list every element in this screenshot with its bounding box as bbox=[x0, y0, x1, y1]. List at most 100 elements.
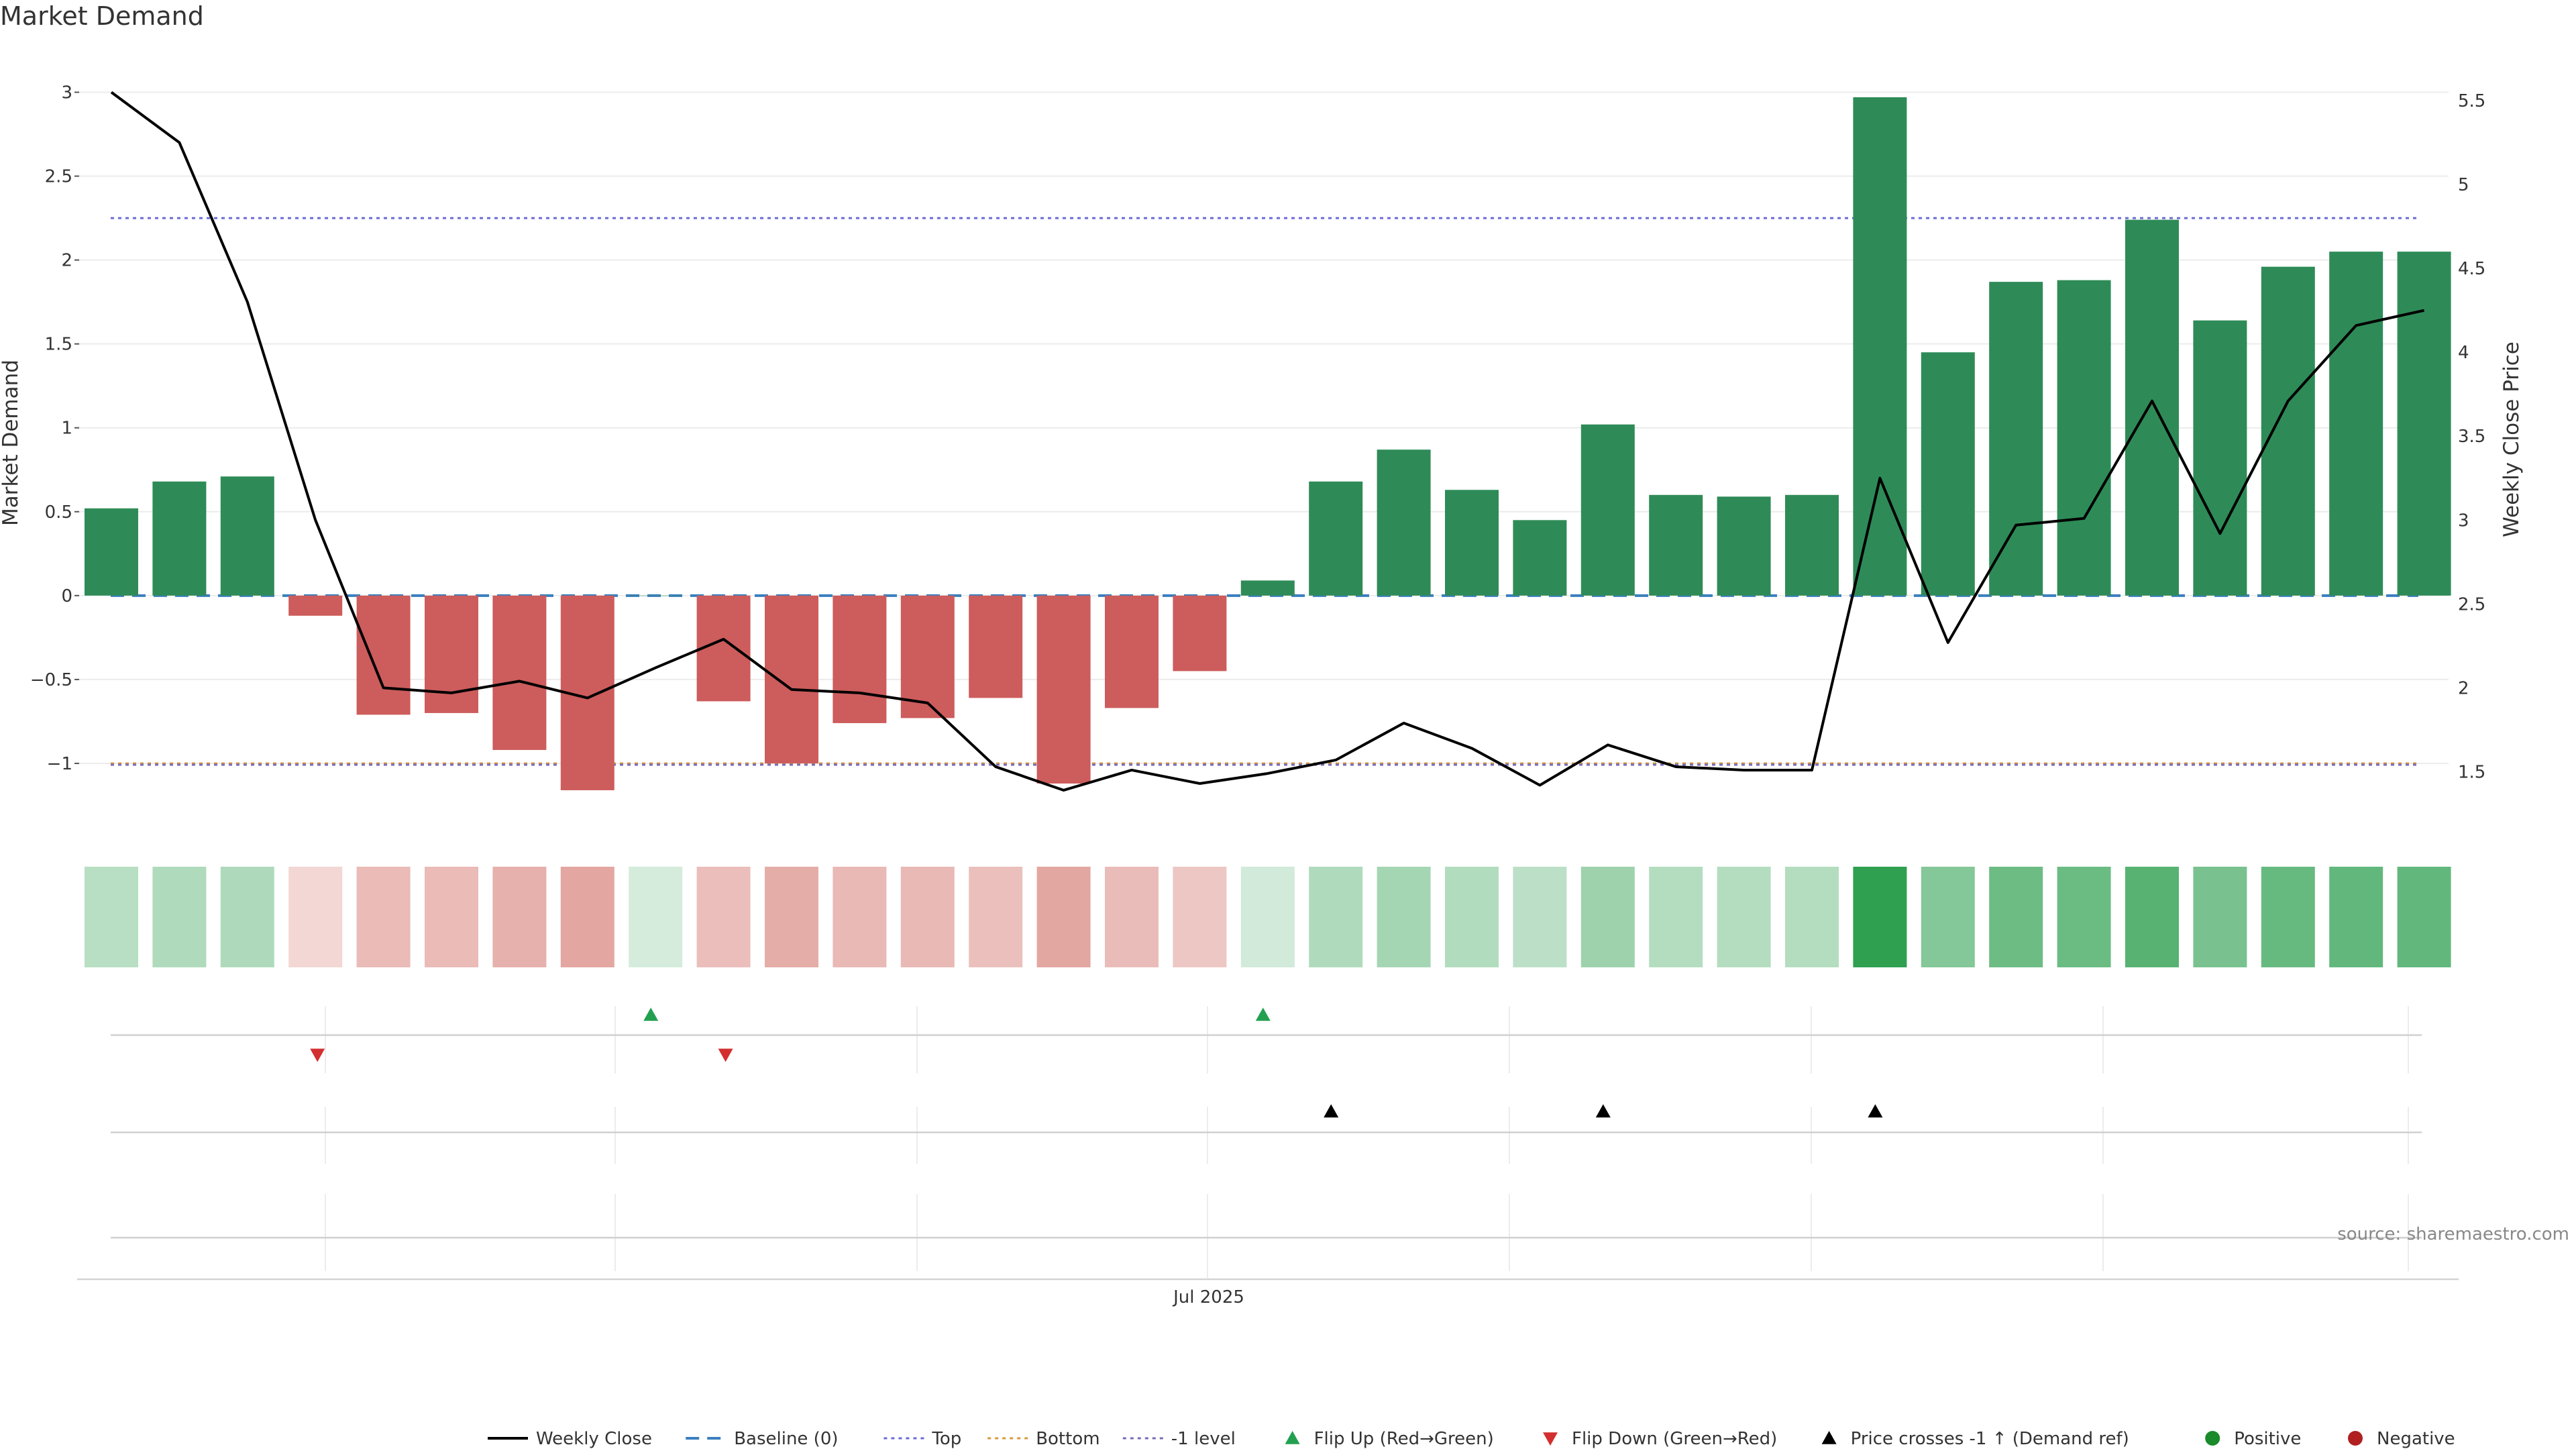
strip-cell bbox=[2057, 867, 2111, 967]
strip-cell bbox=[152, 867, 207, 967]
strip-cell bbox=[2329, 867, 2383, 967]
demand-bar bbox=[1649, 494, 1703, 596]
legend-label: Bottom bbox=[1036, 1429, 1099, 1449]
strip-cell bbox=[1309, 867, 1363, 967]
strip-cell bbox=[356, 867, 411, 967]
price-cross-marker bbox=[1595, 1104, 1611, 1118]
flip-up-marker bbox=[1255, 1008, 1271, 1021]
y2-tick-label: 1.5 bbox=[2458, 762, 2485, 782]
strip-cell bbox=[629, 867, 683, 967]
y2-tick-label: 5.5 bbox=[2458, 91, 2485, 111]
demand-bar bbox=[1921, 352, 1975, 596]
y2-tick-label: 5 bbox=[2458, 175, 2469, 195]
demand-bars bbox=[85, 97, 2451, 790]
y2-tick-label: 3.5 bbox=[2458, 427, 2485, 447]
strip-cell bbox=[1377, 867, 1431, 967]
event-panels bbox=[77, 1006, 2459, 1281]
demand-bar bbox=[1513, 520, 1567, 596]
strip-cell bbox=[85, 867, 138, 967]
strip-cell bbox=[1445, 867, 1499, 967]
legend-negative-swatch bbox=[2348, 1431, 2363, 1446]
legend: Weekly Close Baseline (0) Top Bottom -1 leve… bbox=[488, 1429, 2455, 1449]
legend-flip-up-swatch bbox=[1285, 1431, 1300, 1444]
demand-bar bbox=[2397, 252, 2451, 596]
strip-cell bbox=[288, 867, 343, 967]
y-tick-label: 2 bbox=[61, 251, 72, 271]
y2-axis-title: Weekly Close Price bbox=[2500, 341, 2524, 537]
demand-bar bbox=[969, 595, 1023, 698]
demand-bar bbox=[1580, 424, 1635, 596]
demand-bar bbox=[2193, 320, 2247, 596]
legend-label: Flip Up (Red→Green) bbox=[1314, 1429, 1494, 1449]
strip-cell bbox=[1921, 867, 1975, 967]
event-markers bbox=[310, 1008, 1883, 1118]
demand-bar bbox=[1717, 496, 1771, 596]
flip-down-marker bbox=[718, 1049, 733, 1062]
y2-tick-label: 2 bbox=[2458, 678, 2469, 698]
legend-label: Weekly Close bbox=[536, 1429, 652, 1449]
legend-label: Baseline (0) bbox=[734, 1429, 838, 1449]
demand-bar bbox=[492, 595, 547, 750]
y2-tick-label: 4.5 bbox=[2458, 259, 2485, 279]
strip-cell bbox=[969, 867, 1023, 967]
demand-bar bbox=[833, 595, 887, 723]
demand-bar bbox=[1173, 595, 1227, 672]
strip-cell bbox=[765, 867, 818, 967]
strip-cell bbox=[2193, 867, 2247, 967]
chart-title: Market Demand bbox=[0, 1, 204, 31]
strip-cell bbox=[1580, 867, 1635, 967]
strip-cell bbox=[1173, 867, 1227, 967]
demand-bar bbox=[356, 595, 411, 715]
left-axis-ticks: −1 −0.5 0 0.5 1 1.5 2 2.5 3 bbox=[30, 83, 79, 774]
weekly-close-line bbox=[110, 91, 2425, 792]
strip-cell bbox=[425, 867, 478, 967]
y-tick-label: 0.5 bbox=[45, 502, 72, 523]
demand-bar bbox=[765, 595, 818, 763]
demand-bar bbox=[220, 476, 274, 596]
y2-tick-label: 2.5 bbox=[2458, 594, 2485, 614]
demand-bar bbox=[1105, 595, 1159, 708]
demand-bar bbox=[152, 481, 207, 596]
legend-label: Flip Down (Green→Red) bbox=[1572, 1429, 1777, 1449]
y-tick-label: 1 bbox=[61, 419, 72, 439]
price-cross-marker bbox=[1324, 1104, 1339, 1118]
legend-label: Negative bbox=[2377, 1429, 2455, 1449]
strip-cell bbox=[1240, 867, 1295, 967]
y2-tick-label: 4 bbox=[2458, 343, 2469, 363]
strip-cell bbox=[2261, 867, 2315, 967]
y-tick-label: 2.5 bbox=[45, 167, 72, 187]
price-cross-marker bbox=[1868, 1104, 1883, 1118]
legend-label: Top bbox=[931, 1429, 961, 1449]
demand-bar bbox=[2057, 280, 2111, 596]
strip-cell bbox=[560, 867, 614, 967]
demand-heat-strip bbox=[85, 867, 2451, 967]
y-tick-label: 1.5 bbox=[45, 335, 72, 355]
strip-cell bbox=[1649, 867, 1703, 967]
source-note: source: sharemaestro.com bbox=[2337, 1224, 2569, 1244]
right-axis-ticks: 1.5 2 2.5 3 3.5 4 4.5 5 5.5 bbox=[2458, 91, 2485, 782]
legend-label: Positive bbox=[2234, 1429, 2301, 1449]
y-tick-label: 3 bbox=[61, 83, 72, 103]
demand-bar bbox=[85, 508, 138, 596]
legend-label: Price crosses -1 ↑ (Demand ref) bbox=[1851, 1429, 2129, 1449]
strip-cell bbox=[2397, 867, 2451, 967]
strip-cell bbox=[1717, 867, 1771, 967]
strip-cell bbox=[1036, 867, 1091, 967]
y2-tick-label: 3 bbox=[2458, 511, 2469, 531]
demand-bar bbox=[288, 595, 343, 616]
x-tick-label: Jul 2025 bbox=[1172, 1287, 1244, 1307]
strip-cell bbox=[900, 867, 955, 967]
strip-cell bbox=[1105, 867, 1159, 967]
strip-cell bbox=[492, 867, 547, 967]
strip-cell bbox=[1853, 867, 1907, 967]
demand-bar bbox=[1445, 490, 1499, 596]
demand-bar bbox=[1377, 449, 1431, 596]
strip-cell bbox=[2125, 867, 2179, 967]
demand-bar bbox=[1036, 595, 1091, 784]
demand-bar bbox=[2261, 266, 2315, 596]
demand-bar bbox=[1785, 494, 1839, 596]
flip-up-marker bbox=[643, 1008, 659, 1021]
demand-bar bbox=[1240, 580, 1295, 596]
demand-bar bbox=[2329, 252, 2383, 596]
